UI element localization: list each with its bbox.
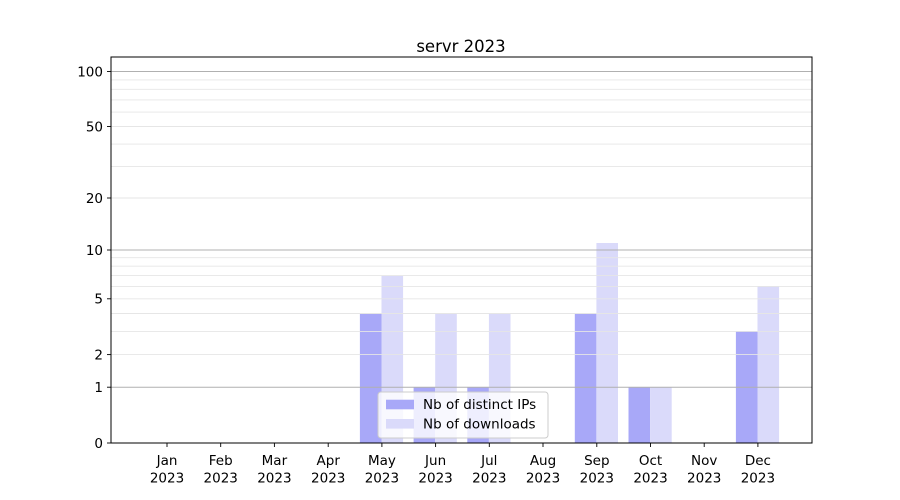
legend-frame xyxy=(377,391,549,439)
x-tick-label-year: 2023 xyxy=(418,471,452,487)
y-tick-label: 5 xyxy=(94,292,103,308)
x-tick-label-month: Mar xyxy=(262,453,288,469)
bar-ips-sep xyxy=(574,313,597,443)
x-tick-label-month: Jan xyxy=(156,453,178,469)
x-tick-label-year: 2023 xyxy=(311,471,345,487)
x-tick-label-year: 2023 xyxy=(150,471,184,487)
x-tick-label-month: Feb xyxy=(209,453,233,469)
legend-label: Nb of downloads xyxy=(423,416,536,432)
y-tick-label: 100 xyxy=(77,64,103,80)
grid-layer xyxy=(111,71,812,388)
x-tick-label-month: Jul xyxy=(480,453,497,469)
x-tick-label-month: Oct xyxy=(639,453,662,469)
x-tick-label-month: Sep xyxy=(584,453,609,469)
x-tick-label-year: 2023 xyxy=(365,471,399,487)
x-tick-label-month: Nov xyxy=(691,453,717,469)
x-tick-label-year: 2023 xyxy=(741,471,775,487)
bar-downloads-oct xyxy=(650,387,672,443)
bar-ips-oct xyxy=(628,387,651,443)
x-tick-label-year: 2023 xyxy=(633,471,667,487)
x-tick-label-month: Dec xyxy=(745,453,771,469)
chart-title: servr 2023 xyxy=(416,37,505,56)
x-tick-label-year: 2023 xyxy=(204,471,238,487)
y-tick-label: 20 xyxy=(86,191,103,207)
y-tick-label: 2 xyxy=(94,347,103,363)
bar-downloads-sep xyxy=(596,243,618,443)
y-tick-label: 50 xyxy=(86,119,103,135)
x-tick-label-year: 2023 xyxy=(526,471,560,487)
x-tick-label-month: Jun xyxy=(424,453,446,469)
x-tick-label-year: 2023 xyxy=(687,471,721,487)
legend: Nb of distinct IPs Nb of downloads xyxy=(377,391,549,439)
legend-swatch-ips xyxy=(386,399,414,410)
y-tick-label: 1 xyxy=(94,380,103,396)
legend-swatch-downloads xyxy=(386,419,414,429)
x-tick-label-month: May xyxy=(368,453,396,469)
y-tick-label: 0 xyxy=(94,436,103,452)
bar-ips-may xyxy=(359,313,382,443)
bar-downloads-dec xyxy=(757,286,780,443)
x-tick-label-year: 2023 xyxy=(257,471,291,487)
x-tick-label-month: Apr xyxy=(317,453,341,469)
axes-ticks-layer: 0 1 2 5 10 20 50 100 Jan 2023 Feb 2023 Mar 2023 Apr 202… xyxy=(77,64,775,486)
x-tick-label-year: 2023 xyxy=(580,471,614,487)
x-tick-label-year: 2023 xyxy=(472,471,506,487)
y-tick-label: 10 xyxy=(86,243,103,259)
x-tick-label-month: Aug xyxy=(530,453,556,469)
legend-label: Nb of distinct IPs xyxy=(423,397,536,413)
